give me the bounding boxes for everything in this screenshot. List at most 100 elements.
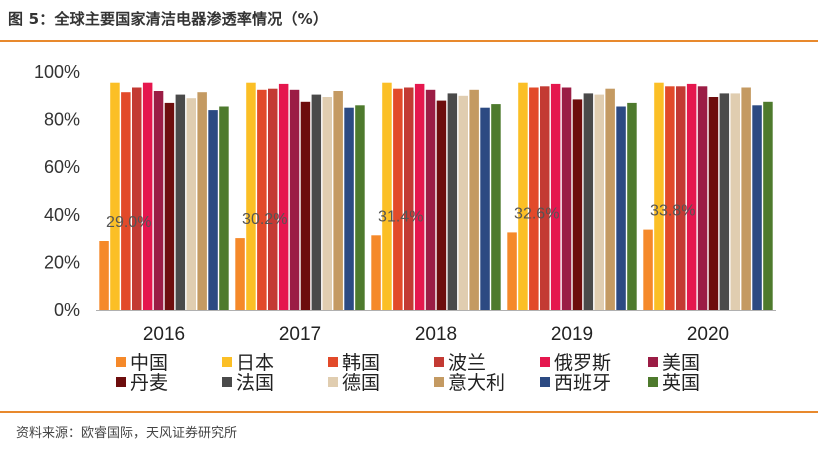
- data-label-2020: 33.8%: [650, 203, 695, 220]
- bar-2020-中国: [643, 229, 653, 310]
- x-tick-label: 2019: [551, 324, 593, 345]
- bar-2019-丹麦: [572, 99, 583, 311]
- bar-2018-波兰: [404, 87, 414, 310]
- bar-2019-西班牙: [616, 106, 626, 310]
- bar-2019-韩国: [529, 87, 539, 310]
- bars-group: [99, 82, 773, 311]
- bar-2016-韩国: [121, 92, 131, 310]
- bar-2016-意大利: [197, 92, 207, 310]
- bar-2017-日本: [246, 82, 256, 310]
- bar-2018-俄罗斯: [414, 83, 425, 311]
- bar-2017-丹麦: [300, 101, 311, 311]
- source-note: 资料来源：欧睿国际，天风证券研究所: [16, 426, 238, 441]
- bar-2016-美国: [153, 91, 164, 310]
- legend-item-丹麦: 丹麦: [116, 372, 168, 394]
- x-tick-label: 2016: [143, 324, 185, 345]
- legend-label: 中国: [130, 352, 168, 374]
- bar-2019-日本: [518, 82, 528, 310]
- legend-item-西班牙: 西班牙: [540, 372, 611, 394]
- legend-swatch: [328, 357, 338, 367]
- legend-swatch: [434, 377, 444, 387]
- bar-2018-韩国: [393, 88, 403, 310]
- bar-2018-德国: [458, 95, 468, 310]
- bar-2020-丹麦: [708, 97, 719, 310]
- legend-item-德国: 德国: [328, 372, 380, 394]
- legend-item-意大利: 意大利: [434, 372, 505, 394]
- legend-item-美国: 美国: [648, 352, 700, 374]
- legend-item-韩国: 韩国: [328, 352, 380, 374]
- bar-2017-西班牙: [344, 107, 354, 310]
- bar-2017-法国: [311, 94, 322, 310]
- data-label-2019: 32.6%: [514, 205, 559, 222]
- legend-item-英国: 英国: [648, 372, 700, 394]
- bar-2020-西班牙: [752, 105, 762, 310]
- data-labels-group: 29.0% 30.2% 31.4% 32.6% 33.8%: [106, 203, 695, 231]
- y-axis: 0% 20% 40% 60% 80% 100%: [34, 62, 80, 320]
- bar-2016-中国: [99, 241, 109, 310]
- data-label-2017: 30.2%: [242, 211, 287, 228]
- bar-2016-波兰: [132, 87, 142, 310]
- bar-2020-德国: [730, 93, 740, 311]
- x-axis: 2016 2017 2018 2019 2020: [96, 310, 776, 345]
- bar-2020-美国: [697, 86, 708, 310]
- bar-2016-丹麦: [164, 102, 175, 311]
- legend-label: 丹麦: [130, 372, 168, 394]
- bar-2018-英国: [491, 104, 501, 310]
- bar-2016-德国: [186, 98, 196, 310]
- bar-2018-日本: [382, 82, 392, 310]
- bar-2017-德国: [322, 97, 332, 310]
- legend-label: 英国: [662, 372, 700, 394]
- bar-2018-法国: [447, 93, 458, 311]
- bar-2016-西班牙: [208, 110, 218, 310]
- bar-2016-英国: [219, 106, 229, 310]
- legend-swatch: [648, 357, 658, 367]
- bar-2019-英国: [627, 102, 637, 311]
- bar-2017-美国: [289, 89, 300, 310]
- figure-title: 图 5：全球主要国家清洁电器渗透率情况（%）: [8, 10, 329, 28]
- legend-label: 意大利: [448, 372, 505, 394]
- bar-2016-俄罗斯: [142, 82, 153, 310]
- bar-2020-日本: [654, 82, 664, 310]
- legend-item-中国: 中国: [116, 352, 168, 374]
- legend-label: 俄罗斯: [554, 352, 611, 374]
- bar-2019-美国: [561, 87, 572, 310]
- bar-2019-中国: [507, 232, 517, 310]
- y-tick-label: 0%: [54, 300, 80, 320]
- bar-2020-韩国: [665, 86, 675, 310]
- data-label-2018: 31.4%: [378, 208, 423, 225]
- bar-2016-日本: [110, 82, 120, 310]
- bar-2020-法国: [719, 93, 730, 311]
- legend-item-波兰: 波兰: [434, 352, 486, 374]
- y-tick-label: 20%: [44, 252, 80, 272]
- y-tick-label: 100%: [34, 62, 80, 82]
- bar-2017-意大利: [333, 91, 343, 310]
- bar-2017-英国: [355, 105, 365, 310]
- legend-swatch: [222, 357, 232, 367]
- bar-2019-意大利: [605, 88, 615, 310]
- legend-swatch: [116, 377, 126, 387]
- legend-label: 波兰: [448, 352, 486, 374]
- bar-2017-韩国: [257, 89, 267, 310]
- bar-2020-俄罗斯: [686, 83, 697, 311]
- bar-2017-俄罗斯: [278, 83, 289, 311]
- bar-2020-波兰: [676, 86, 686, 310]
- x-tick-label: 2017: [279, 324, 321, 345]
- legend-item-法国: 法国: [222, 372, 274, 394]
- bar-2017-波兰: [268, 88, 278, 310]
- bar-2017-中国: [235, 238, 245, 310]
- bar-2019-俄罗斯: [550, 83, 561, 311]
- legend-swatch: [434, 357, 444, 367]
- bar-2019-波兰: [540, 86, 550, 310]
- bar-2018-丹麦: [436, 100, 447, 310]
- legend-label: 西班牙: [554, 372, 611, 394]
- bottom-divider: [0, 411, 818, 413]
- x-tick-label: 2018: [415, 324, 457, 345]
- bar-2018-美国: [425, 89, 436, 310]
- bar-2020-意大利: [741, 87, 751, 310]
- top-divider: [0, 40, 818, 42]
- legend-swatch: [116, 357, 126, 367]
- legend-item-日本: 日本: [222, 352, 274, 374]
- legend-label: 韩国: [342, 352, 380, 374]
